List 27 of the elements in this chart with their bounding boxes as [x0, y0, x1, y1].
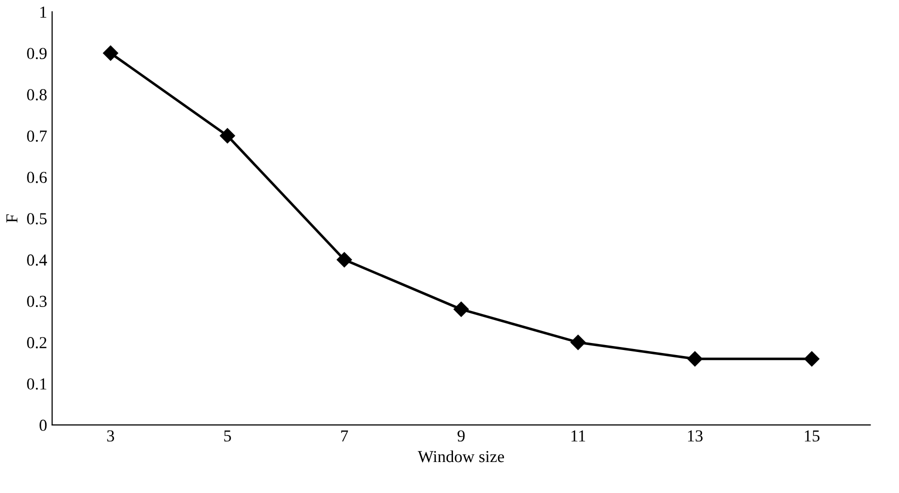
- y-tick-label: 0.4: [27, 254, 48, 266]
- y-tick-label: 0.6: [27, 172, 47, 184]
- x-tick-label: 9: [458, 430, 465, 442]
- point: [220, 128, 236, 144]
- y-tick-label: 0.3: [27, 296, 47, 308]
- y-tick-label: 0.5: [27, 213, 47, 224]
- y-tick-label: 0.2: [27, 337, 46, 348]
- x-tick-label: 5: [224, 430, 231, 442]
- x-tick-label: 15: [804, 430, 820, 442]
- x-tick-label: 11: [572, 430, 586, 442]
- y-axis-title: F: [6, 214, 18, 223]
- y-tick-label: 1: [40, 6, 46, 18]
- point: [103, 46, 118, 61]
- x-tick-label: 13: [688, 430, 703, 442]
- point: [804, 351, 820, 366]
- point: [454, 302, 469, 317]
- x-tick-label: 7: [341, 430, 348, 442]
- x-tick-label: 3: [107, 430, 114, 442]
- y-tick-label: 0.7: [27, 130, 47, 142]
- y-tick-label: 0.8: [27, 89, 47, 100]
- point: [336, 252, 352, 268]
- y-tick-label: 0: [40, 420, 47, 431]
- y-tick-label: 0.9: [27, 48, 47, 60]
- point: [687, 351, 702, 366]
- y-tick-label: 0.1: [27, 378, 46, 390]
- x-axis-title: Window size: [418, 450, 504, 462]
- point: [570, 334, 586, 350]
